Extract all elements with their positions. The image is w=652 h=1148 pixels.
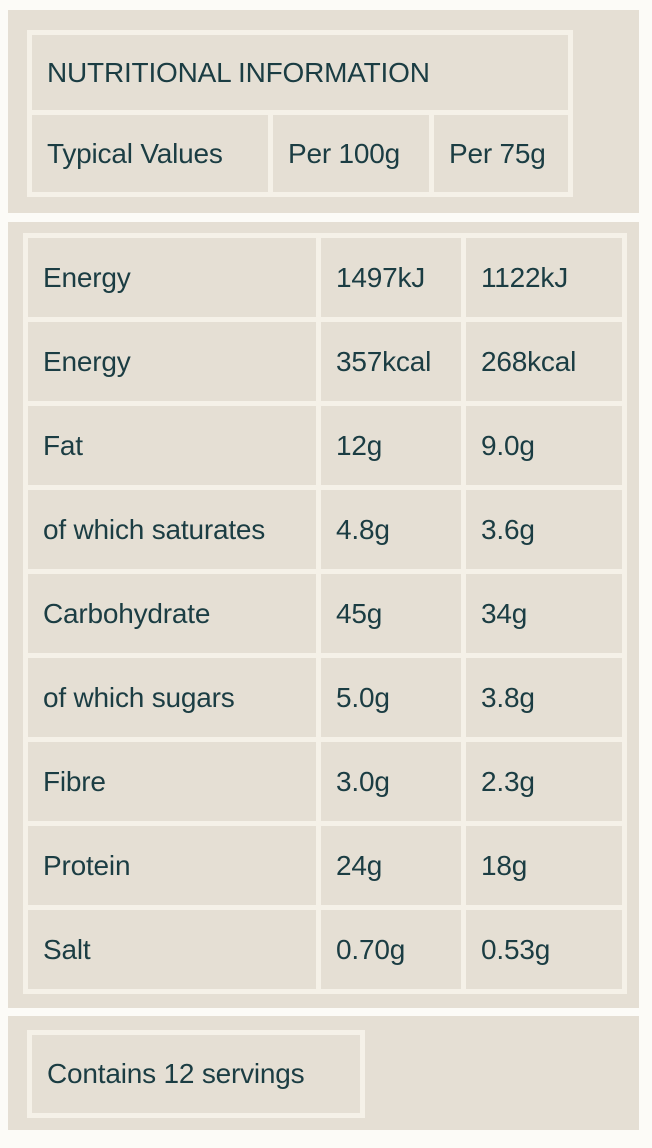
value-per-100g: 3.0g xyxy=(321,742,461,821)
value-per-75g: 18g xyxy=(466,826,622,905)
value-per-100g: 12g xyxy=(321,406,461,485)
row-label: of which saturates xyxy=(28,490,316,569)
value-per-100g: 1497kJ xyxy=(321,238,461,317)
table-row: Energy 1497kJ 1122kJ xyxy=(28,238,622,317)
table-row: Carbohydrate 45g 34g xyxy=(28,574,622,653)
value-per-75g: 9.0g xyxy=(466,406,622,485)
value-per-100g: 357kcal xyxy=(321,322,461,401)
value-per-75g: 3.8g xyxy=(466,658,622,737)
header-panel: NUTRITIONAL INFORMATION Typical Values P… xyxy=(8,10,639,213)
row-label: Fat xyxy=(28,406,316,485)
table-row: Fat 12g 9.0g xyxy=(28,406,622,485)
nutrition-table-panel: Energy 1497kJ 1122kJ Energy 357kcal 268k… xyxy=(8,222,639,1008)
column-header-row: Typical Values Per 100g Per 75g xyxy=(32,115,568,192)
servings-box: Contains 12 servings xyxy=(27,1030,365,1118)
row-label: Salt xyxy=(28,910,316,989)
value-per-100g: 4.8g xyxy=(321,490,461,569)
table-row: Energy 357kcal 268kcal xyxy=(28,322,622,401)
table-row: Fibre 3.0g 2.3g xyxy=(28,742,622,821)
header-box: NUTRITIONAL INFORMATION Typical Values P… xyxy=(27,30,573,197)
column-header-per-100g: Per 100g xyxy=(273,115,429,192)
value-per-75g: 34g xyxy=(466,574,622,653)
row-label: Energy xyxy=(28,238,316,317)
servings-panel: Contains 12 servings xyxy=(8,1016,639,1130)
value-per-75g: 0.53g xyxy=(466,910,622,989)
table-row: of which saturates 4.8g 3.6g xyxy=(28,490,622,569)
table-row: of which sugars 5.0g 3.8g xyxy=(28,658,622,737)
table-row: Protein 24g 18g xyxy=(28,826,622,905)
table-row: Salt 0.70g 0.53g xyxy=(28,910,622,989)
value-per-75g: 268kcal xyxy=(466,322,622,401)
row-label: Fibre xyxy=(28,742,316,821)
column-header-typical-values: Typical Values xyxy=(32,115,268,192)
value-per-100g: 0.70g xyxy=(321,910,461,989)
value-per-100g: 5.0g xyxy=(321,658,461,737)
servings-text: Contains 12 servings xyxy=(32,1035,360,1113)
label-title: NUTRITIONAL INFORMATION xyxy=(32,35,568,110)
row-label: Protein xyxy=(28,826,316,905)
row-label: of which sugars xyxy=(28,658,316,737)
value-per-75g: 3.6g xyxy=(466,490,622,569)
value-per-75g: 1122kJ xyxy=(466,238,622,317)
column-header-per-75g: Per 75g xyxy=(434,115,568,192)
value-per-75g: 2.3g xyxy=(466,742,622,821)
row-label: Energy xyxy=(28,322,316,401)
value-per-100g: 24g xyxy=(321,826,461,905)
value-per-100g: 45g xyxy=(321,574,461,653)
row-label: Carbohydrate xyxy=(28,574,316,653)
nutrition-table: Energy 1497kJ 1122kJ Energy 357kcal 268k… xyxy=(23,233,627,994)
